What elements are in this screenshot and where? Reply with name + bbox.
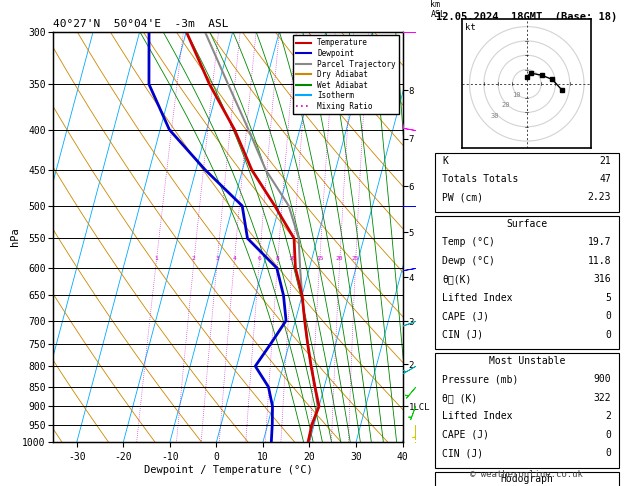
Text: 5: 5 [605, 293, 611, 303]
Text: 6: 6 [257, 256, 261, 261]
Text: 25: 25 [352, 256, 359, 261]
Text: 10: 10 [512, 91, 520, 98]
Y-axis label: hPa: hPa [9, 227, 19, 246]
Text: Temp (°C): Temp (°C) [442, 237, 495, 247]
Text: 20: 20 [336, 256, 343, 261]
Text: Most Unstable: Most Unstable [489, 356, 565, 366]
Bar [435, 472, 619, 486]
Text: 900: 900 [594, 374, 611, 384]
Text: 0: 0 [605, 330, 611, 340]
Bar [435, 153, 619, 212]
Text: Lifted Index: Lifted Index [442, 411, 513, 421]
Bar [435, 353, 619, 468]
Text: θᴄ (K): θᴄ (K) [442, 393, 477, 403]
Text: Surface: Surface [506, 219, 547, 229]
Bar [435, 216, 619, 349]
Legend: Temperature, Dewpoint, Parcel Trajectory, Dry Adiabat, Wet Adiabat, Isotherm, Mi: Temperature, Dewpoint, Parcel Trajectory… [292, 35, 399, 114]
Text: 2.23: 2.23 [587, 192, 611, 203]
Text: 30: 30 [491, 113, 499, 119]
Text: 0: 0 [605, 448, 611, 458]
Text: 11.8: 11.8 [587, 256, 611, 266]
Text: CAPE (J): CAPE (J) [442, 430, 489, 440]
Text: 15: 15 [316, 256, 323, 261]
Text: Hodograph: Hodograph [500, 474, 554, 485]
Text: 19.7: 19.7 [587, 237, 611, 247]
Text: θᴄ(K): θᴄ(K) [442, 274, 472, 284]
Text: 20: 20 [501, 102, 509, 108]
Text: 1: 1 [154, 256, 158, 261]
Text: Dewp (°C): Dewp (°C) [442, 256, 495, 266]
Text: CIN (J): CIN (J) [442, 330, 484, 340]
Text: K: K [442, 156, 448, 166]
Text: 316: 316 [594, 274, 611, 284]
Text: 3: 3 [215, 256, 219, 261]
Text: 2: 2 [192, 256, 196, 261]
Text: 10: 10 [289, 256, 296, 261]
Text: 0: 0 [605, 430, 611, 440]
Text: 8: 8 [276, 256, 279, 261]
Text: 4: 4 [232, 256, 236, 261]
Text: Pressure (mb): Pressure (mb) [442, 374, 519, 384]
Text: 2: 2 [605, 411, 611, 421]
Text: 322: 322 [594, 393, 611, 403]
Text: PW (cm): PW (cm) [442, 192, 484, 203]
Text: © weatheronline.co.uk: © weatheronline.co.uk [470, 469, 583, 479]
Text: 47: 47 [599, 174, 611, 184]
Text: kt: kt [465, 23, 476, 32]
Text: Lifted Index: Lifted Index [442, 293, 513, 303]
X-axis label: Dewpoint / Temperature (°C): Dewpoint / Temperature (°C) [143, 465, 313, 475]
Text: CAPE (J): CAPE (J) [442, 311, 489, 321]
Text: 21: 21 [599, 156, 611, 166]
Text: Totals Totals: Totals Totals [442, 174, 519, 184]
Text: 0: 0 [605, 311, 611, 321]
Text: 12.05.2024  18GMT  (Base: 18): 12.05.2024 18GMT (Base: 18) [436, 12, 618, 22]
Text: 40°27'N  50°04'E  -3m  ASL: 40°27'N 50°04'E -3m ASL [53, 19, 229, 30]
Text: km
ASL: km ASL [430, 0, 445, 19]
Text: CIN (J): CIN (J) [442, 448, 484, 458]
